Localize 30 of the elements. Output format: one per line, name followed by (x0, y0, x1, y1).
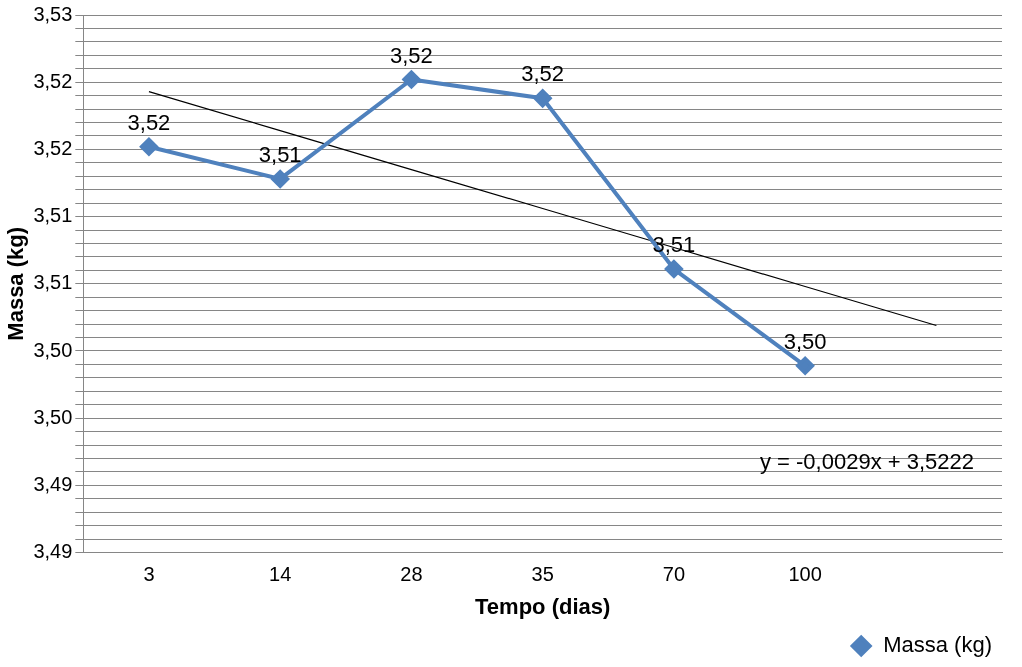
data-label: 3,52 (521, 61, 565, 87)
x-tick-label: 3 (143, 563, 155, 586)
x-tick-label: 70 (662, 563, 686, 586)
y-tick-label: 3,51 (33, 271, 73, 294)
x-tick-label: 100 (788, 563, 822, 586)
y-tick-label: 3,50 (33, 338, 73, 361)
point (533, 89, 552, 108)
x-tick-label: 28 (400, 563, 423, 586)
y-tick-label: 3,52 (33, 136, 73, 159)
data-label: 3,52 (390, 42, 433, 68)
y-tick-label: 3,49 (33, 472, 73, 495)
y-tick-label: 3,52 (33, 69, 73, 92)
point (271, 169, 290, 188)
x-axis-title: Tempo (dias) (475, 593, 611, 619)
point (139, 137, 158, 156)
x-tick-label: 35 (531, 563, 554, 586)
y-tick-label: 3,51 (33, 204, 73, 227)
point (402, 70, 421, 89)
legend-label: Massa (kg) (883, 632, 992, 658)
data-label: 3,52 (127, 109, 171, 135)
data-label: 3,51 (258, 142, 302, 168)
y-tick-label: 3,49 (33, 540, 73, 563)
point (664, 260, 683, 279)
annotation: y = -0,0029x + 3,5222 (759, 448, 974, 474)
data-label: 3,50 (783, 328, 827, 354)
point (796, 356, 815, 375)
y-axis-title: Massa (kg) (3, 226, 29, 341)
y-tick-label: 3,50 (33, 405, 73, 428)
x-tick-label: 14 (269, 563, 292, 586)
y-tick-label: 3,53 (33, 2, 73, 25)
